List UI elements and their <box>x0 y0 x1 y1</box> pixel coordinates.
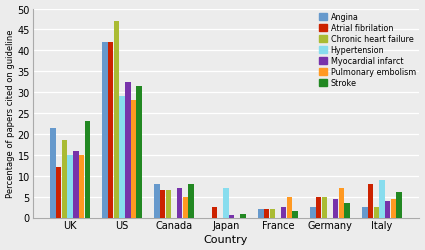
Bar <box>362 207 368 218</box>
Bar <box>212 207 217 218</box>
Bar <box>62 141 67 218</box>
Bar <box>160 190 165 218</box>
Bar <box>131 101 136 218</box>
Bar <box>177 188 182 218</box>
Bar <box>339 188 344 218</box>
Bar <box>264 209 269 218</box>
Bar <box>125 82 130 218</box>
X-axis label: Country: Country <box>204 234 248 244</box>
Bar <box>188 184 194 218</box>
Bar <box>73 151 79 218</box>
Y-axis label: Percentage of papers cited on guideline: Percentage of papers cited on guideline <box>6 30 14 198</box>
Bar <box>281 207 286 218</box>
Bar <box>79 155 84 218</box>
Bar <box>269 209 275 218</box>
Bar <box>316 197 321 218</box>
Bar <box>102 43 108 218</box>
Bar <box>287 197 292 218</box>
Bar <box>166 190 171 218</box>
Bar <box>374 207 379 218</box>
Bar <box>397 193 402 218</box>
Legend: Angina, Atrial fibrilation, Chronic heart failure, Hypertension, Myocardial infa: Angina, Atrial fibrilation, Chronic hear… <box>318 12 417 90</box>
Bar <box>368 184 373 218</box>
Bar <box>119 97 125 218</box>
Bar <box>322 197 327 218</box>
Bar <box>229 216 235 218</box>
Bar <box>136 86 142 218</box>
Bar <box>85 122 90 218</box>
Bar <box>108 43 113 218</box>
Bar <box>333 199 338 218</box>
Bar <box>154 184 160 218</box>
Bar <box>113 22 119 218</box>
Bar <box>223 188 229 218</box>
Bar <box>344 203 350 218</box>
Bar <box>67 155 73 218</box>
Bar <box>379 180 385 218</box>
Bar <box>56 168 61 218</box>
Bar <box>391 199 396 218</box>
Bar <box>292 212 298 218</box>
Bar <box>50 128 56 218</box>
Bar <box>385 201 391 218</box>
Bar <box>310 207 316 218</box>
Bar <box>258 209 263 218</box>
Bar <box>241 214 246 218</box>
Bar <box>183 197 188 218</box>
